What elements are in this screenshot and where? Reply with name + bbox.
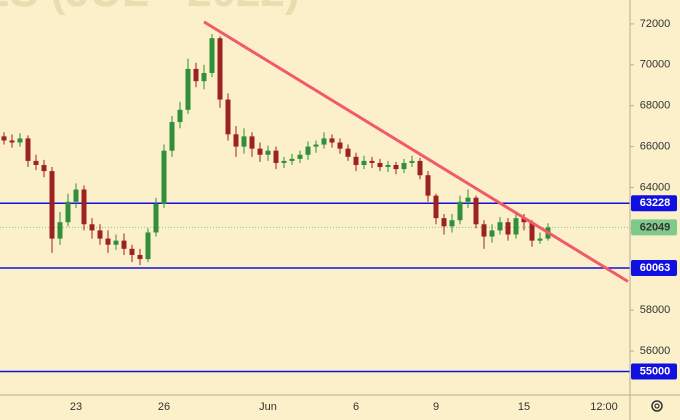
trendline [203, 20, 629, 283]
y-tick-label: 58000 [640, 304, 671, 316]
candle-body [217, 38, 223, 100]
candle-body [345, 148, 351, 157]
candle-body [17, 138, 23, 143]
candle-body [193, 68, 199, 82]
x-tick-label: 12:00 [590, 401, 618, 413]
candle-body [521, 218, 527, 223]
gear-center[interactable] [654, 403, 660, 409]
x-tick-label: 9 [433, 401, 439, 413]
candle-body [185, 68, 191, 110]
plot-area [0, 20, 630, 373]
candle-body [273, 150, 279, 163]
candle-body [473, 197, 479, 225]
x-tick-label: 6 [353, 401, 359, 413]
candle-body [297, 154, 303, 159]
candle-body [313, 144, 319, 147]
y-tick-label: 64000 [640, 181, 671, 193]
candle-body [89, 224, 95, 231]
candle-body [289, 158, 295, 161]
candle-body [145, 232, 151, 260]
candle-body [257, 148, 263, 155]
candle-body [241, 136, 247, 147]
candle-body [337, 142, 343, 149]
level-tag [631, 259, 677, 276]
candle-body [401, 162, 407, 170]
candle-body [489, 230, 495, 237]
candle-body [537, 238, 543, 241]
candle-body [153, 203, 159, 233]
settings-icon[interactable] [651, 400, 663, 412]
candle-body [481, 224, 487, 237]
gear[interactable] [651, 400, 663, 412]
candle-body [329, 138, 335, 143]
candle-body [201, 72, 207, 82]
candle-body [105, 238, 111, 245]
candle-body [465, 197, 471, 202]
candle-body [57, 222, 63, 239]
candle-body [81, 189, 87, 225]
candle-body [441, 218, 447, 227]
level-label: 55000 [640, 365, 671, 377]
candle-body [129, 248, 135, 255]
x-tick-label: Jun [259, 401, 277, 413]
candle-body [433, 195, 439, 219]
candle-body [529, 222, 535, 241]
candle-body [73, 189, 79, 202]
candle-body [41, 164, 47, 172]
level-label: 63228 [640, 197, 671, 209]
candle-body [121, 240, 127, 249]
candle-body [353, 156, 359, 165]
candle-body [209, 38, 215, 73]
candle-body [377, 162, 383, 168]
y-tick-label: 66000 [640, 140, 671, 152]
candle-body [169, 122, 175, 151]
candle-body [113, 240, 119, 245]
y-tick-label: 70000 [640, 59, 671, 71]
candle-body [505, 222, 511, 235]
candle-body [393, 164, 399, 170]
level-tag [631, 195, 677, 212]
last-price-label: 62049 [640, 221, 671, 233]
watermark: ES (JUL - 2022) [0, 0, 300, 16]
candle-body [369, 160, 375, 163]
candle-body [361, 160, 367, 165]
candle-body [513, 218, 519, 235]
candle-body [449, 220, 455, 227]
candle-body [457, 201, 463, 221]
axes: 5600058000600006200064000660006800070000… [70, 18, 677, 413]
y-tick-label: 68000 [640, 100, 671, 112]
candle-body [385, 164, 391, 168]
candle-body [425, 175, 431, 196]
x-tick-label: 26 [158, 401, 170, 413]
candle-body [49, 171, 55, 239]
last-price-tag [631, 219, 677, 236]
candle-body [25, 138, 31, 161]
candle-body [177, 109, 183, 123]
candle-body [265, 150, 271, 155]
candle-body [137, 254, 143, 260]
candle-body [225, 99, 231, 135]
x-tick-label: 15 [518, 401, 530, 413]
candle-body [9, 140, 15, 143]
candle-body [321, 138, 327, 145]
candle-body [161, 150, 167, 204]
candle-body [97, 230, 103, 239]
level-label: 60063 [640, 262, 671, 274]
x-tick-label: 23 [70, 401, 82, 413]
candle-body [305, 146, 311, 155]
candle-body [249, 136, 255, 149]
level-tag [631, 363, 677, 380]
y-tick-label: 72000 [640, 18, 671, 30]
y-tick-label: 56000 [640, 345, 671, 357]
candle-body [497, 222, 503, 231]
candle-body [417, 160, 423, 176]
candle-body [65, 201, 71, 223]
candle-body [1, 136, 7, 141]
candle-body [233, 134, 239, 147]
candle-body [409, 160, 415, 163]
candle-body [281, 160, 287, 163]
candle-body [33, 160, 39, 165]
